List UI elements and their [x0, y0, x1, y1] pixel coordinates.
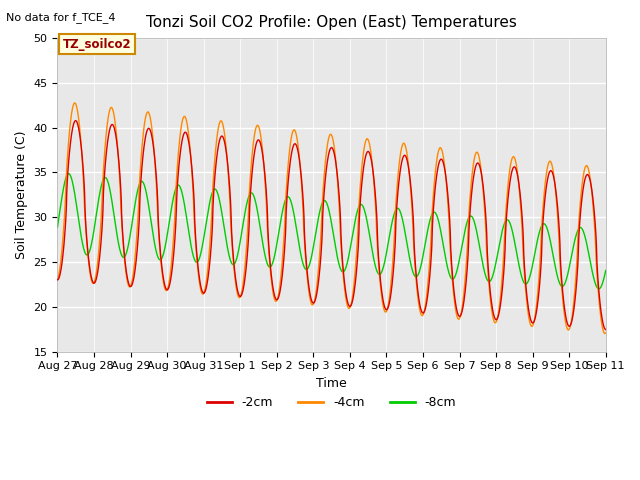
- Text: TZ_soilco2: TZ_soilco2: [63, 37, 131, 50]
- Legend: -2cm, -4cm, -8cm: -2cm, -4cm, -8cm: [202, 391, 461, 414]
- Title: Tonzi Soil CO2 Profile: Open (East) Temperatures: Tonzi Soil CO2 Profile: Open (East) Temp…: [146, 15, 517, 30]
- Y-axis label: Soil Temperature (C): Soil Temperature (C): [15, 131, 28, 259]
- X-axis label: Time: Time: [316, 377, 347, 390]
- Text: No data for f_TCE_4: No data for f_TCE_4: [6, 12, 116, 23]
